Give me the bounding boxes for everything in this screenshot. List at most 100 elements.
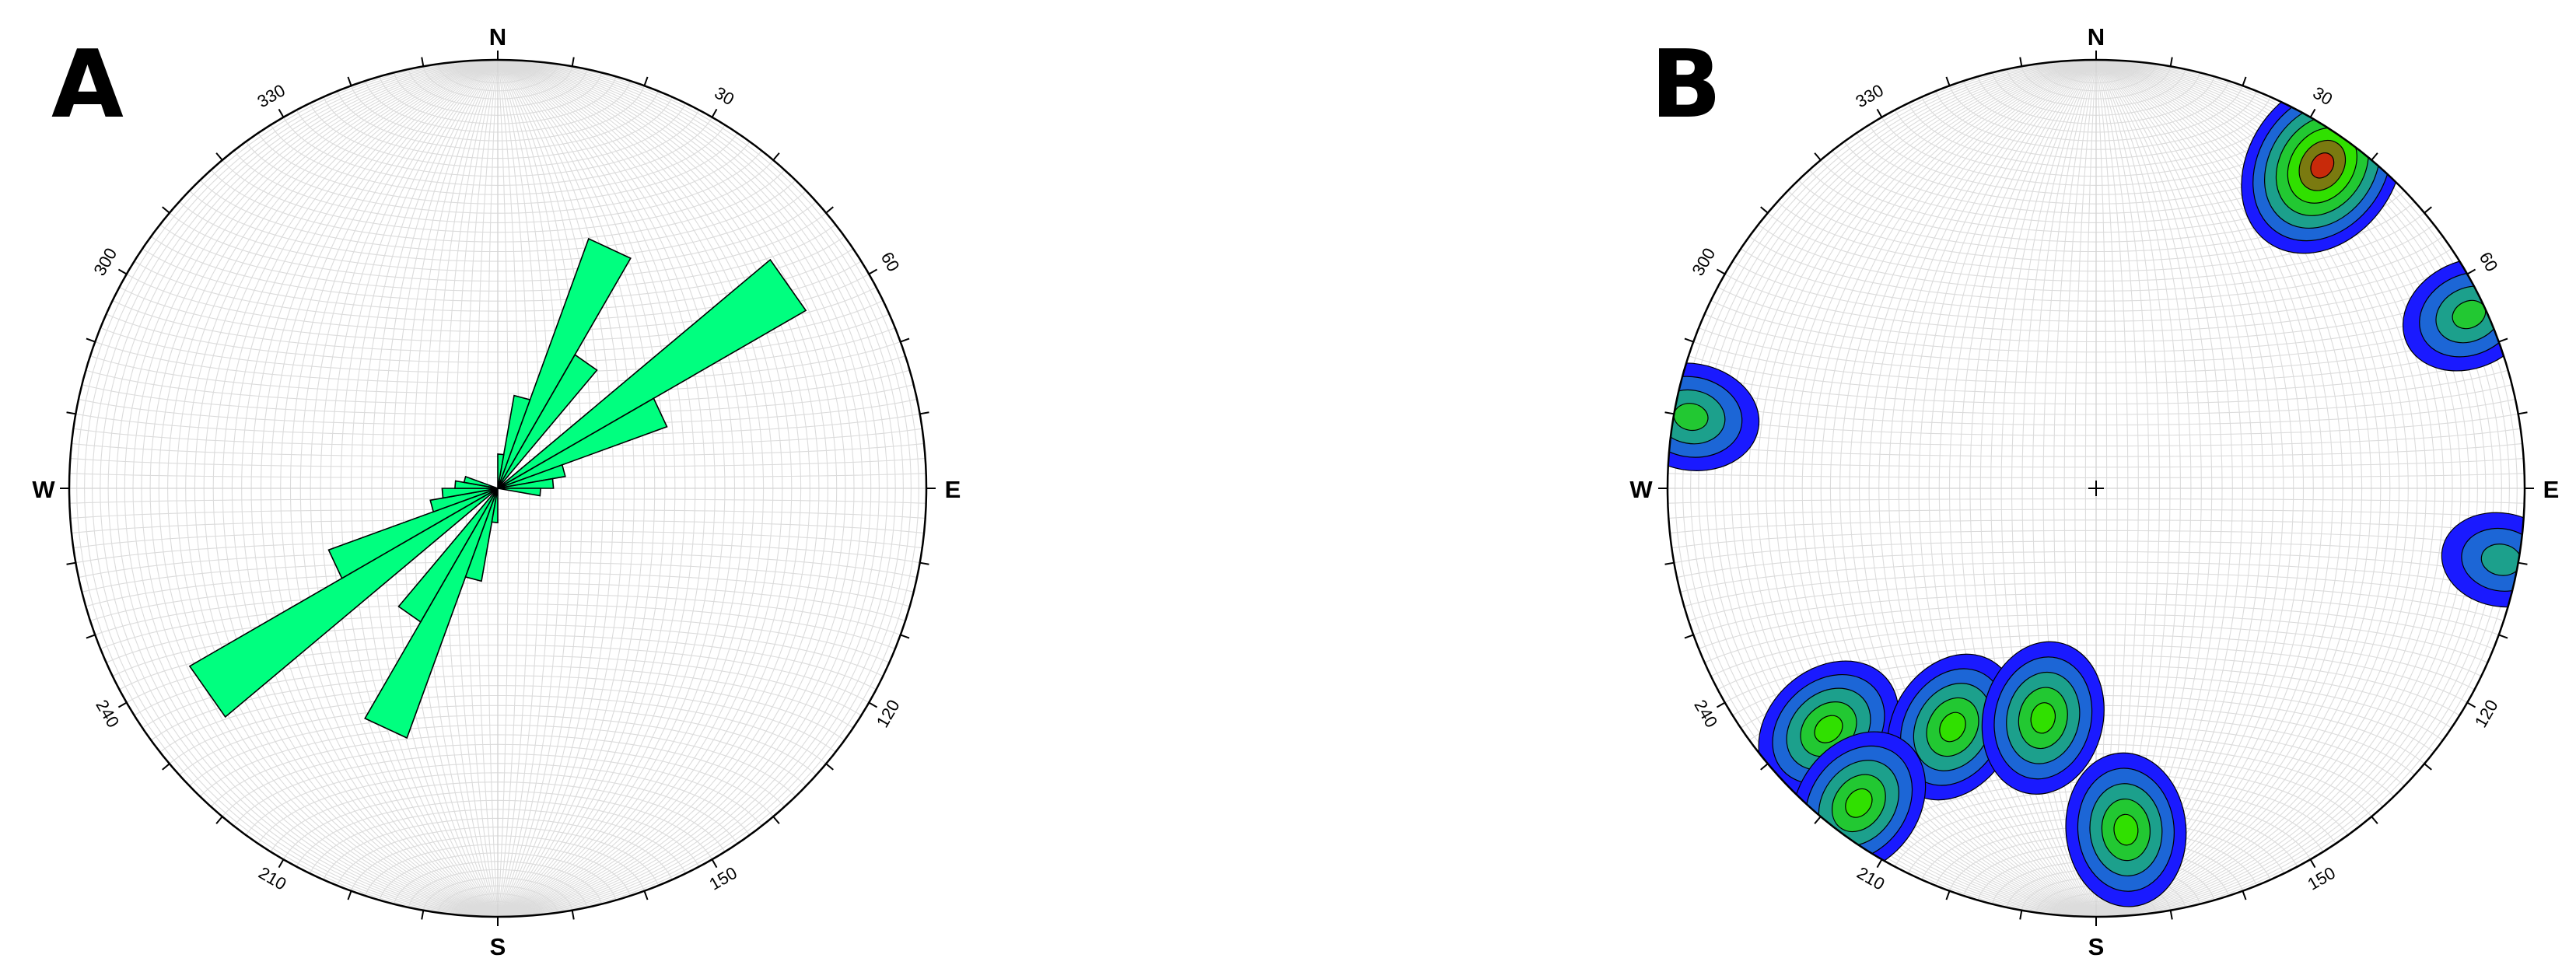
rose-petal <box>491 488 499 523</box>
tick-mark <box>900 634 910 639</box>
degree-label-60: 60 <box>2476 249 2502 275</box>
tick-mark <box>571 57 575 67</box>
tick-mark <box>2498 337 2508 343</box>
tick-mark <box>215 152 223 161</box>
tick-mark <box>1684 337 1694 343</box>
tick-mark <box>1876 858 1883 869</box>
degree-label-300: 300 <box>1688 245 1719 279</box>
tick-mark <box>66 411 76 415</box>
tick-mark <box>2424 763 2432 771</box>
tick-mark <box>825 206 834 214</box>
tick-mark <box>2466 268 2476 275</box>
south-label: S <box>2088 933 2105 960</box>
tick-mark <box>2518 561 2528 565</box>
stereonet-a: N E S W 30 60 120 150 210 240 300 330 <box>32 23 961 960</box>
tick-mark <box>162 206 170 214</box>
north-label: N <box>489 23 506 51</box>
degree-label-300: 300 <box>89 245 121 279</box>
tick-mark <box>2019 910 2023 920</box>
tick-mark <box>643 76 649 86</box>
tick-mark <box>868 268 878 275</box>
density-contour <box>1939 712 1966 743</box>
tick-mark <box>1945 890 1951 900</box>
tick-mark <box>772 152 780 161</box>
density-contour <box>1845 788 1873 818</box>
west-label: W <box>1629 476 1653 503</box>
tick-mark <box>643 890 649 900</box>
tick-mark <box>162 763 170 771</box>
tick-mark <box>1760 206 1769 214</box>
tick-mark <box>2169 57 2173 67</box>
rose-petal <box>497 453 505 489</box>
tick-mark <box>66 561 76 565</box>
rose-petal <box>497 397 668 489</box>
tick-mark <box>421 57 425 67</box>
density-contour <box>2113 813 2139 846</box>
tick-mark <box>2309 108 2316 118</box>
east-label: E <box>945 476 961 503</box>
west-label: W <box>32 476 55 503</box>
tick-mark <box>421 910 425 920</box>
tick-mark <box>919 561 929 565</box>
tick-mark <box>868 701 878 708</box>
tick-mark <box>215 816 223 824</box>
tick-mark <box>1876 108 1883 118</box>
tick-mark <box>900 337 910 343</box>
tick-mark <box>2242 76 2247 86</box>
tick-mark <box>2518 411 2528 415</box>
rose-petal <box>497 488 541 497</box>
tick-marks-b <box>1658 51 2534 926</box>
tick-mark <box>772 816 780 824</box>
tick-mark <box>2242 890 2247 900</box>
tick-mark <box>2019 57 2023 67</box>
tick-mark <box>1664 411 1675 415</box>
north-label: N <box>2088 23 2105 51</box>
density-contour <box>2310 152 2335 179</box>
tick-mark <box>2371 816 2378 824</box>
stereonet-b: N E S W 30 60 120 150 210 240 300 330 <box>1629 23 2560 960</box>
tick-mark <box>2309 858 2316 869</box>
tick-mark <box>278 108 285 118</box>
rose-petal <box>463 475 499 489</box>
tick-mark <box>347 76 352 86</box>
tick-mark <box>1716 268 1726 275</box>
density-contour <box>2030 702 2056 734</box>
degree-label-30: 30 <box>2309 82 2336 109</box>
tick-mark <box>1664 561 1675 565</box>
rose-petal <box>397 488 499 623</box>
tick-mark <box>711 858 718 869</box>
east-label: E <box>2543 476 2560 503</box>
tick-mark <box>1945 76 1951 86</box>
tick-mark <box>2498 634 2508 639</box>
degree-label-210: 210 <box>255 863 289 894</box>
tick-marks-a <box>60 51 936 926</box>
tick-mark <box>711 108 718 118</box>
rose-diagram <box>188 237 807 739</box>
degree-label-240: 240 <box>1690 697 1721 731</box>
tick-mark <box>2169 910 2173 920</box>
degree-label-150: 150 <box>2305 863 2339 894</box>
tick-mark <box>1814 152 1822 161</box>
panel-b-label: B <box>1650 31 1722 139</box>
tick-mark <box>86 337 96 343</box>
degree-label-210: 210 <box>1853 863 1888 894</box>
tick-mark <box>2424 206 2432 214</box>
rose-petal <box>497 354 598 489</box>
tick-mark <box>1684 634 1694 639</box>
rose-petal <box>464 488 499 582</box>
tick-mark <box>2371 152 2378 161</box>
tick-mark <box>825 763 834 771</box>
center-cross <box>2088 481 2104 496</box>
degree-label-30: 30 <box>711 82 737 109</box>
degree-label-150: 150 <box>706 863 740 894</box>
tick-mark <box>1760 763 1769 771</box>
tick-mark <box>117 701 128 708</box>
degree-label-330: 330 <box>1853 80 1887 111</box>
tick-mark <box>347 890 352 900</box>
degree-label-120: 120 <box>873 697 904 731</box>
south-label: S <box>490 933 506 960</box>
tick-mark <box>2466 701 2476 708</box>
tick-mark <box>1716 701 1726 708</box>
panel-a-label: A <box>51 31 124 139</box>
density-contour <box>1814 715 1843 743</box>
